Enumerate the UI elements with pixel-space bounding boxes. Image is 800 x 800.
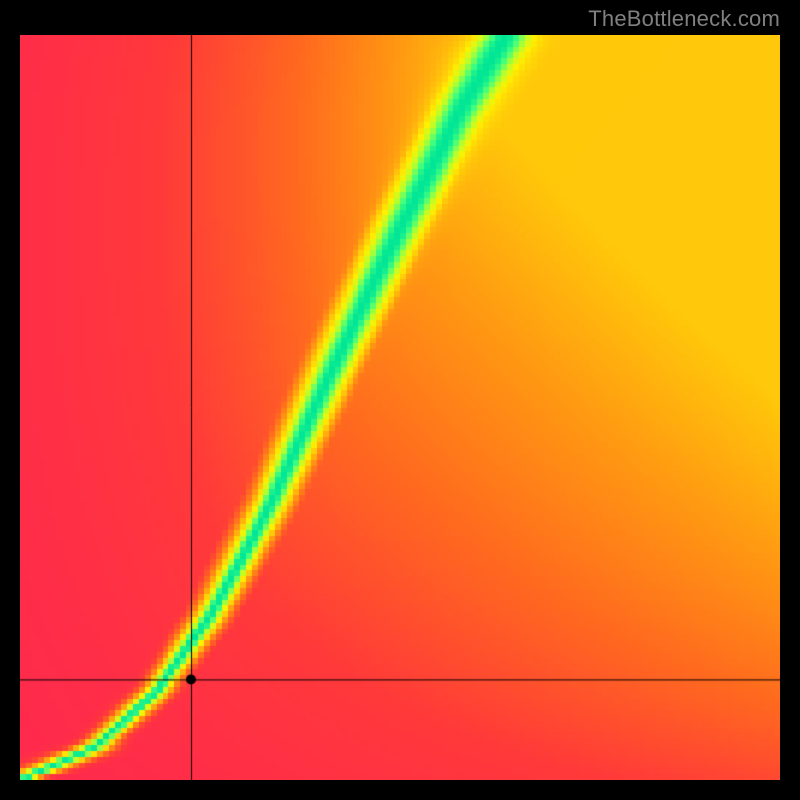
watermark-text: TheBottleneck.com <box>588 6 780 32</box>
heatmap-canvas <box>20 35 780 780</box>
chart-container: TheBottleneck.com <box>0 0 800 800</box>
